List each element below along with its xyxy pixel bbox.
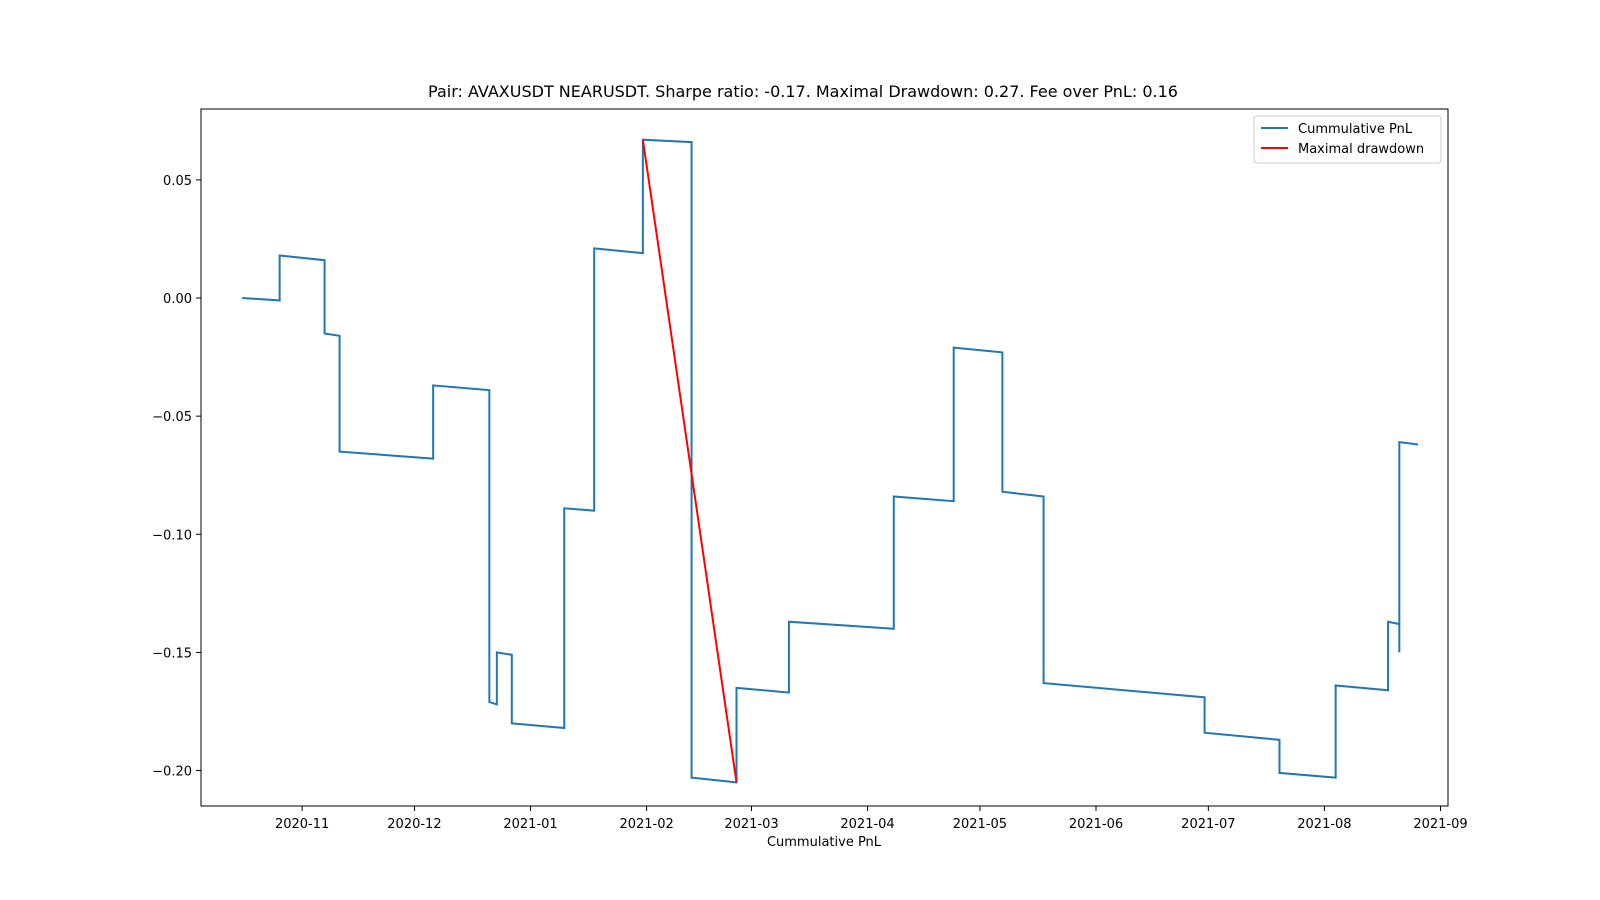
legend: Cummulative PnL Maximal drawdown bbox=[1253, 115, 1442, 164]
series-line-cumulative-pnl bbox=[242, 138, 1419, 784]
plot-area bbox=[242, 138, 1419, 784]
x-axis: 2020-11 2020-12 2021-01 2021-02 2021-03 2021-… bbox=[275, 806, 1468, 832]
y-tick-label: 0.05 bbox=[163, 174, 192, 189]
legend-box bbox=[1253, 115, 1442, 164]
y-tick-label: −0.20 bbox=[152, 765, 192, 780]
x-tick-label: 2021-02 bbox=[619, 817, 673, 832]
x-tick-label: 2021-05 bbox=[953, 817, 1007, 832]
legend-label-cumulative-pnl: Cummulative PnL bbox=[1298, 122, 1413, 137]
x-tick-label: 2021-01 bbox=[503, 817, 557, 832]
x-axis-label: Cummulative PnL bbox=[767, 835, 882, 850]
x-tick-label: 2021-07 bbox=[1181, 817, 1235, 832]
x-tick-label: 2021-04 bbox=[840, 817, 894, 832]
y-tick-label: −0.05 bbox=[152, 410, 192, 425]
x-tick-label: 2020-12 bbox=[387, 817, 441, 832]
x-tick-label: 2021-06 bbox=[1069, 817, 1123, 832]
x-tick-label: 2020-11 bbox=[275, 817, 329, 832]
chart-title: Pair: AVAXUSDT NEARUSDT. Sharpe ratio: -… bbox=[428, 82, 1178, 101]
legend-label-maximal-drawdown: Maximal drawdown bbox=[1298, 142, 1424, 157]
x-tick-label: 2021-03 bbox=[724, 817, 778, 832]
y-tick-label: −0.10 bbox=[152, 528, 192, 543]
x-tick-label: 2021-09 bbox=[1413, 817, 1467, 832]
y-tick-label: 0.00 bbox=[163, 292, 192, 307]
plot-frame bbox=[200, 108, 1449, 807]
y-axis: 0.05 0.00 −0.05 −0.10 −0.15 −0.20 bbox=[152, 174, 201, 780]
y-tick-label: −0.15 bbox=[152, 646, 192, 661]
series-line-maximal-drawdown bbox=[641, 139, 738, 783]
x-tick-label: 2021-08 bbox=[1297, 817, 1351, 832]
series-lines bbox=[242, 138, 1419, 784]
